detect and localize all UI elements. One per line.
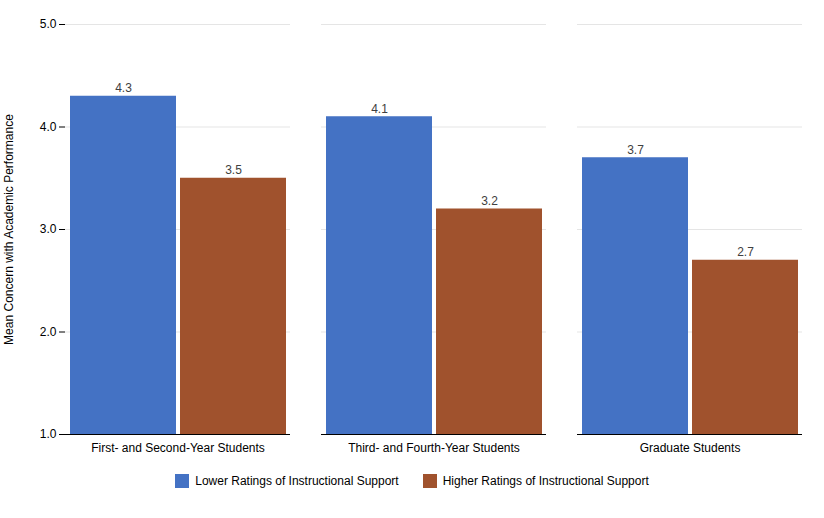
svg-text:2.7: 2.7 bbox=[737, 245, 754, 259]
svg-text:3.2: 3.2 bbox=[481, 194, 498, 208]
svg-text:Third- and Fourth-Year Student: Third- and Fourth-Year Students bbox=[348, 441, 520, 455]
html-text:Higher Ratings of Instructiona: Higher Ratings of Instructional Support bbox=[442, 474, 649, 488]
svg-text:First- and Second-Year Student: First- and Second-Year Students bbox=[91, 441, 265, 455]
svg-text:4.0: 4.0 bbox=[40, 120, 57, 134]
svg-text:3.0: 3.0 bbox=[40, 222, 57, 236]
svg-text:2.0: 2.0 bbox=[40, 325, 57, 339]
svg-text:5.0: 5.0 bbox=[40, 17, 57, 31]
svg-text:4.3: 4.3 bbox=[115, 81, 132, 95]
svg-text:Graduate Students: Graduate Students bbox=[640, 441, 741, 455]
svg-text:4.1: 4.1 bbox=[371, 102, 388, 116]
html-text:Lower Ratings of Instructional: Lower Ratings of Instructional Support bbox=[195, 474, 399, 488]
svg-text:3.5: 3.5 bbox=[225, 163, 242, 177]
svg-text:3.7: 3.7 bbox=[627, 143, 644, 157]
svg-text:1.0: 1.0 bbox=[40, 427, 57, 441]
svg-text:Mean Concern with Academic Per: Mean Concern with Academic Performance bbox=[2, 114, 16, 345]
